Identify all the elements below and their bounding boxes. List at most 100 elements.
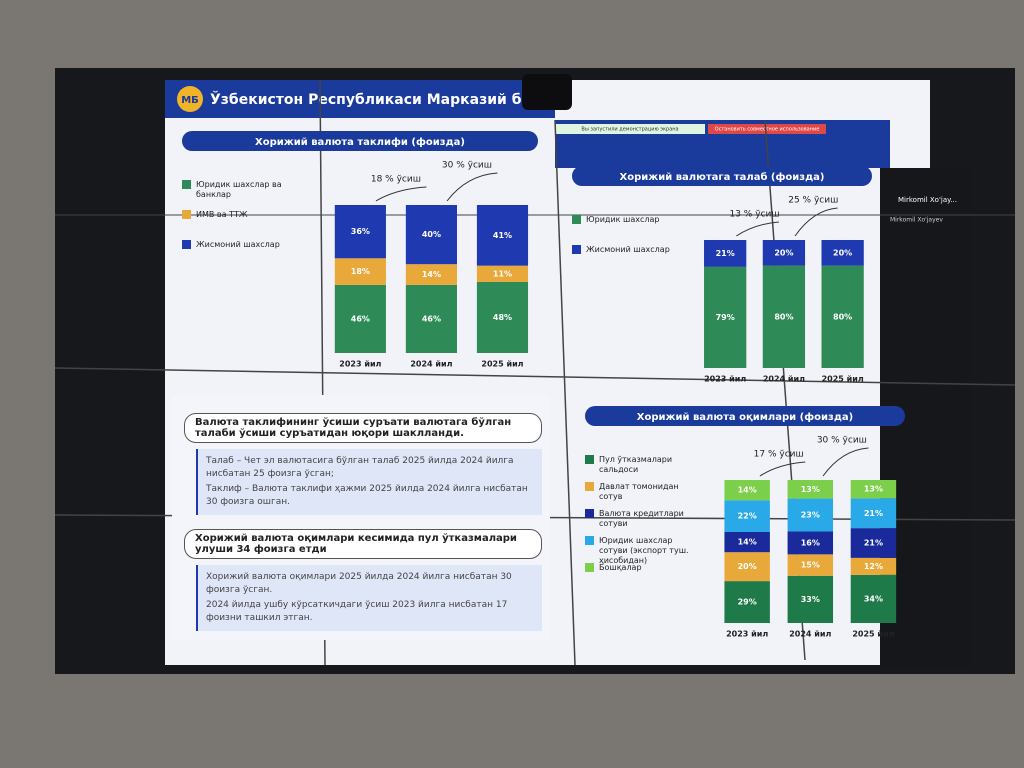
bar-segment bbox=[724, 480, 770, 501]
bar-segment bbox=[850, 574, 897, 623]
legend-label: Юридик шахслар bbox=[586, 215, 660, 224]
x-tick-label: 2024 йил bbox=[410, 360, 452, 369]
legend-item: Пул ўтказмалари сальдоси bbox=[585, 455, 701, 475]
bar-segment bbox=[476, 265, 529, 282]
value-label: 13% bbox=[864, 485, 883, 494]
bar-segment bbox=[724, 552, 770, 582]
bar-segment bbox=[787, 554, 834, 576]
legend-item: ИМВ ва ТТЖ bbox=[182, 210, 310, 220]
value-label: 40% bbox=[422, 230, 441, 239]
chart-title: Хорижий валюта оқимлари (фоизда) bbox=[637, 411, 853, 423]
stop-button[interactable] bbox=[708, 124, 826, 134]
bar-segment bbox=[850, 557, 897, 575]
value-label: 11% bbox=[493, 269, 512, 278]
legend-label: Жисмоний шахслар bbox=[586, 245, 670, 254]
growth-arrow bbox=[822, 447, 869, 477]
bar-segment bbox=[476, 281, 529, 353]
legend-swatch bbox=[572, 245, 581, 254]
value-label: 14% bbox=[422, 270, 441, 279]
bar-segment bbox=[821, 265, 864, 368]
camera bbox=[522, 74, 572, 110]
bullet: Талаб – Чет эл валютасига бўлган талаб 2… bbox=[206, 456, 514, 479]
value-label: 20% bbox=[833, 248, 852, 257]
x-tick-label: 2024 йил bbox=[789, 630, 831, 639]
bar-segment bbox=[334, 205, 386, 259]
bar-segment bbox=[334, 258, 386, 285]
chart-title-pill bbox=[585, 406, 905, 426]
bar-segment bbox=[850, 498, 897, 529]
chart-title: Хорижий валюта таклифи (фоизда) bbox=[255, 136, 465, 148]
growth-arrow bbox=[794, 207, 838, 237]
bar-segment bbox=[762, 240, 806, 266]
legend-swatch bbox=[182, 210, 191, 219]
x-tick-label: 2023 йил bbox=[704, 375, 746, 384]
value-label: 34% bbox=[864, 594, 883, 603]
growth-arrow bbox=[446, 172, 498, 202]
legend-label: Жисмоний шахслар bbox=[196, 240, 280, 249]
legend-item: Жисмоний шахслар bbox=[182, 240, 310, 250]
bar-segment bbox=[787, 480, 834, 499]
value-label: 79% bbox=[716, 313, 735, 322]
bar-segment bbox=[405, 284, 457, 353]
chart-title-pill bbox=[182, 131, 538, 151]
value-label: 21% bbox=[716, 249, 735, 258]
x-tick-label: 2023 йил bbox=[339, 360, 381, 369]
legend-swatch bbox=[182, 180, 191, 189]
header-title: Ўзбекистон Республикаси Марказий банки bbox=[210, 91, 560, 108]
legend-label: Пул ўтказмалари сальдоси bbox=[599, 455, 673, 474]
annotation: 17 % ўсиш bbox=[754, 450, 804, 460]
value-label: 13% bbox=[801, 485, 820, 494]
bezel bbox=[554, 119, 576, 666]
logo-text: МБ bbox=[181, 95, 199, 106]
chart-title: Хорижий валютага талаб (фоизда) bbox=[620, 171, 825, 183]
value-label: 36% bbox=[351, 227, 370, 236]
bar-segment bbox=[787, 498, 834, 532]
panel-title: Хорижий валюта оқимлари кесимида пул ўтк… bbox=[184, 529, 542, 559]
bullet-list: Хорижий валюта оқимлари 2025 йилда 2024 … bbox=[196, 565, 542, 631]
bar-segment bbox=[476, 205, 529, 266]
legend-swatch bbox=[585, 482, 594, 491]
legend-label: Валюта кредитлари сотуви bbox=[599, 509, 684, 528]
bar-segment bbox=[405, 205, 457, 265]
value-label: 20% bbox=[738, 562, 757, 571]
legend-label: Бошқалар bbox=[599, 563, 642, 572]
bar-segment bbox=[704, 240, 747, 267]
user-name: Mirkomil Xo'jay... bbox=[898, 196, 957, 204]
value-label: 14% bbox=[738, 486, 757, 495]
annotation: 30 % ўсиш bbox=[442, 161, 492, 171]
legend-label: Юридик шахслар ва банклар bbox=[196, 180, 282, 199]
legend-item: Юридик шахслар ва банклар bbox=[182, 180, 310, 200]
annotation: 18 % ўсиш bbox=[371, 175, 421, 185]
panel-title: Валюта таклифининг ўсиши суръати валютаг… bbox=[184, 413, 542, 443]
legend-swatch bbox=[585, 509, 594, 518]
x-tick-label: 2025 йил bbox=[481, 360, 523, 369]
growth-arrow bbox=[375, 186, 427, 202]
x-tick-label: 2024 йил bbox=[763, 375, 805, 384]
legend-swatch bbox=[585, 536, 594, 545]
bar-segment bbox=[762, 265, 806, 368]
legend-item: Валюта кредитлари сотуви bbox=[585, 509, 701, 529]
legend-item: Жисмоний шахслар bbox=[572, 245, 681, 255]
value-label: 80% bbox=[833, 312, 852, 321]
growth-arrow bbox=[736, 221, 779, 237]
legend-item: Давлат томонидан сотув bbox=[585, 482, 701, 502]
value-label: 23% bbox=[801, 511, 820, 520]
bullet: Таклиф – Валюта таклифи ҳажми 2025 йилда… bbox=[206, 484, 528, 507]
bullet: 2024 йилда ушбу кўрсаткичдаги ўсиш 2023 … bbox=[206, 600, 508, 623]
bar-segment bbox=[787, 531, 834, 555]
legend-label: Давлат томонидан сотув bbox=[599, 482, 679, 501]
chart-title-pill bbox=[572, 166, 872, 186]
x-tick-label: 2025 йил bbox=[822, 375, 864, 384]
value-label: 46% bbox=[351, 314, 370, 323]
legend-swatch bbox=[182, 240, 191, 249]
share-text: Вы запустили демонстрацию экрана bbox=[581, 127, 678, 133]
stop-text[interactable]: Остановить совместное использование bbox=[715, 127, 820, 133]
value-label: 33% bbox=[801, 595, 820, 604]
value-label: 14% bbox=[738, 538, 757, 547]
bar-segment bbox=[821, 240, 864, 266]
share-banner bbox=[555, 124, 705, 134]
value-label: 41% bbox=[493, 231, 512, 240]
value-label: 18% bbox=[351, 267, 370, 276]
